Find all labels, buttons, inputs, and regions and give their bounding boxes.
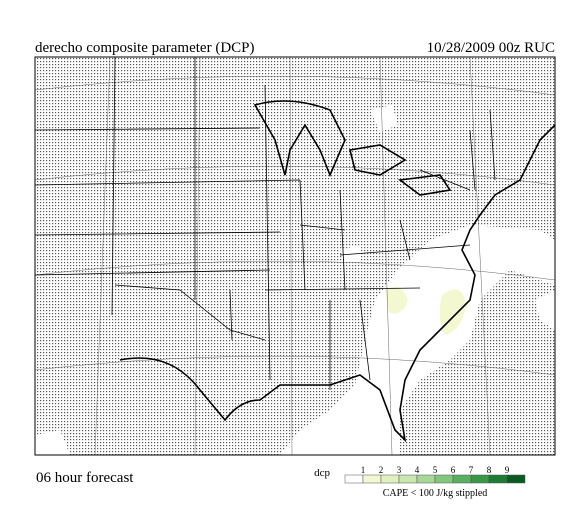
legend-swatch	[416, 474, 436, 484]
legend-swatch	[434, 474, 454, 484]
no-stipple-region	[35, 430, 70, 455]
legend-tick-label: 1	[361, 465, 366, 475]
state-borders	[35, 57, 496, 390]
no-stipple-region	[370, 105, 398, 132]
dcp-area	[385, 286, 408, 314]
legend-note: CAPE < 100 J/kg stippled	[383, 488, 488, 499]
graticule	[35, 57, 555, 455]
legend-swatch	[506, 474, 526, 484]
legend-swatch	[380, 474, 400, 484]
legend-tick-label: 6	[451, 465, 456, 475]
legend-tick-label: 7	[469, 465, 474, 475]
legend-tick-label: 2	[379, 465, 384, 475]
legend-swatch	[344, 474, 364, 484]
legend-swatch	[488, 474, 508, 484]
map	[35, 57, 555, 455]
no-stipple-region	[535, 290, 555, 330]
legend-swatch	[398, 474, 418, 484]
map-frame	[34, 56, 556, 456]
coastline	[119, 124, 555, 443]
legend-swatch	[452, 474, 472, 484]
legend-tick-label: 8	[487, 465, 492, 475]
great-lakes	[253, 100, 346, 178]
valid-time: 10/28/2009 00z RUC	[427, 40, 555, 56]
legend-label: dcp	[314, 467, 330, 479]
legend-tick-label: 4	[415, 465, 420, 475]
legend-swatch	[362, 474, 382, 484]
legend-tick-label: 3	[397, 465, 402, 475]
legend: 1 2 3 4 5 6 7 8 9	[344, 465, 526, 484]
legend-swatch	[470, 474, 490, 484]
forecast-hour: 06 hour forecast	[36, 470, 134, 486]
legend-tick-label: 9	[505, 465, 510, 475]
no-stipple-region	[280, 225, 555, 455]
no-stipple-region	[340, 245, 360, 262]
great-lakes	[349, 144, 452, 196]
map-title: derecho composite parameter (DCP)	[35, 40, 255, 56]
legend-tick-label: 5	[433, 465, 438, 475]
